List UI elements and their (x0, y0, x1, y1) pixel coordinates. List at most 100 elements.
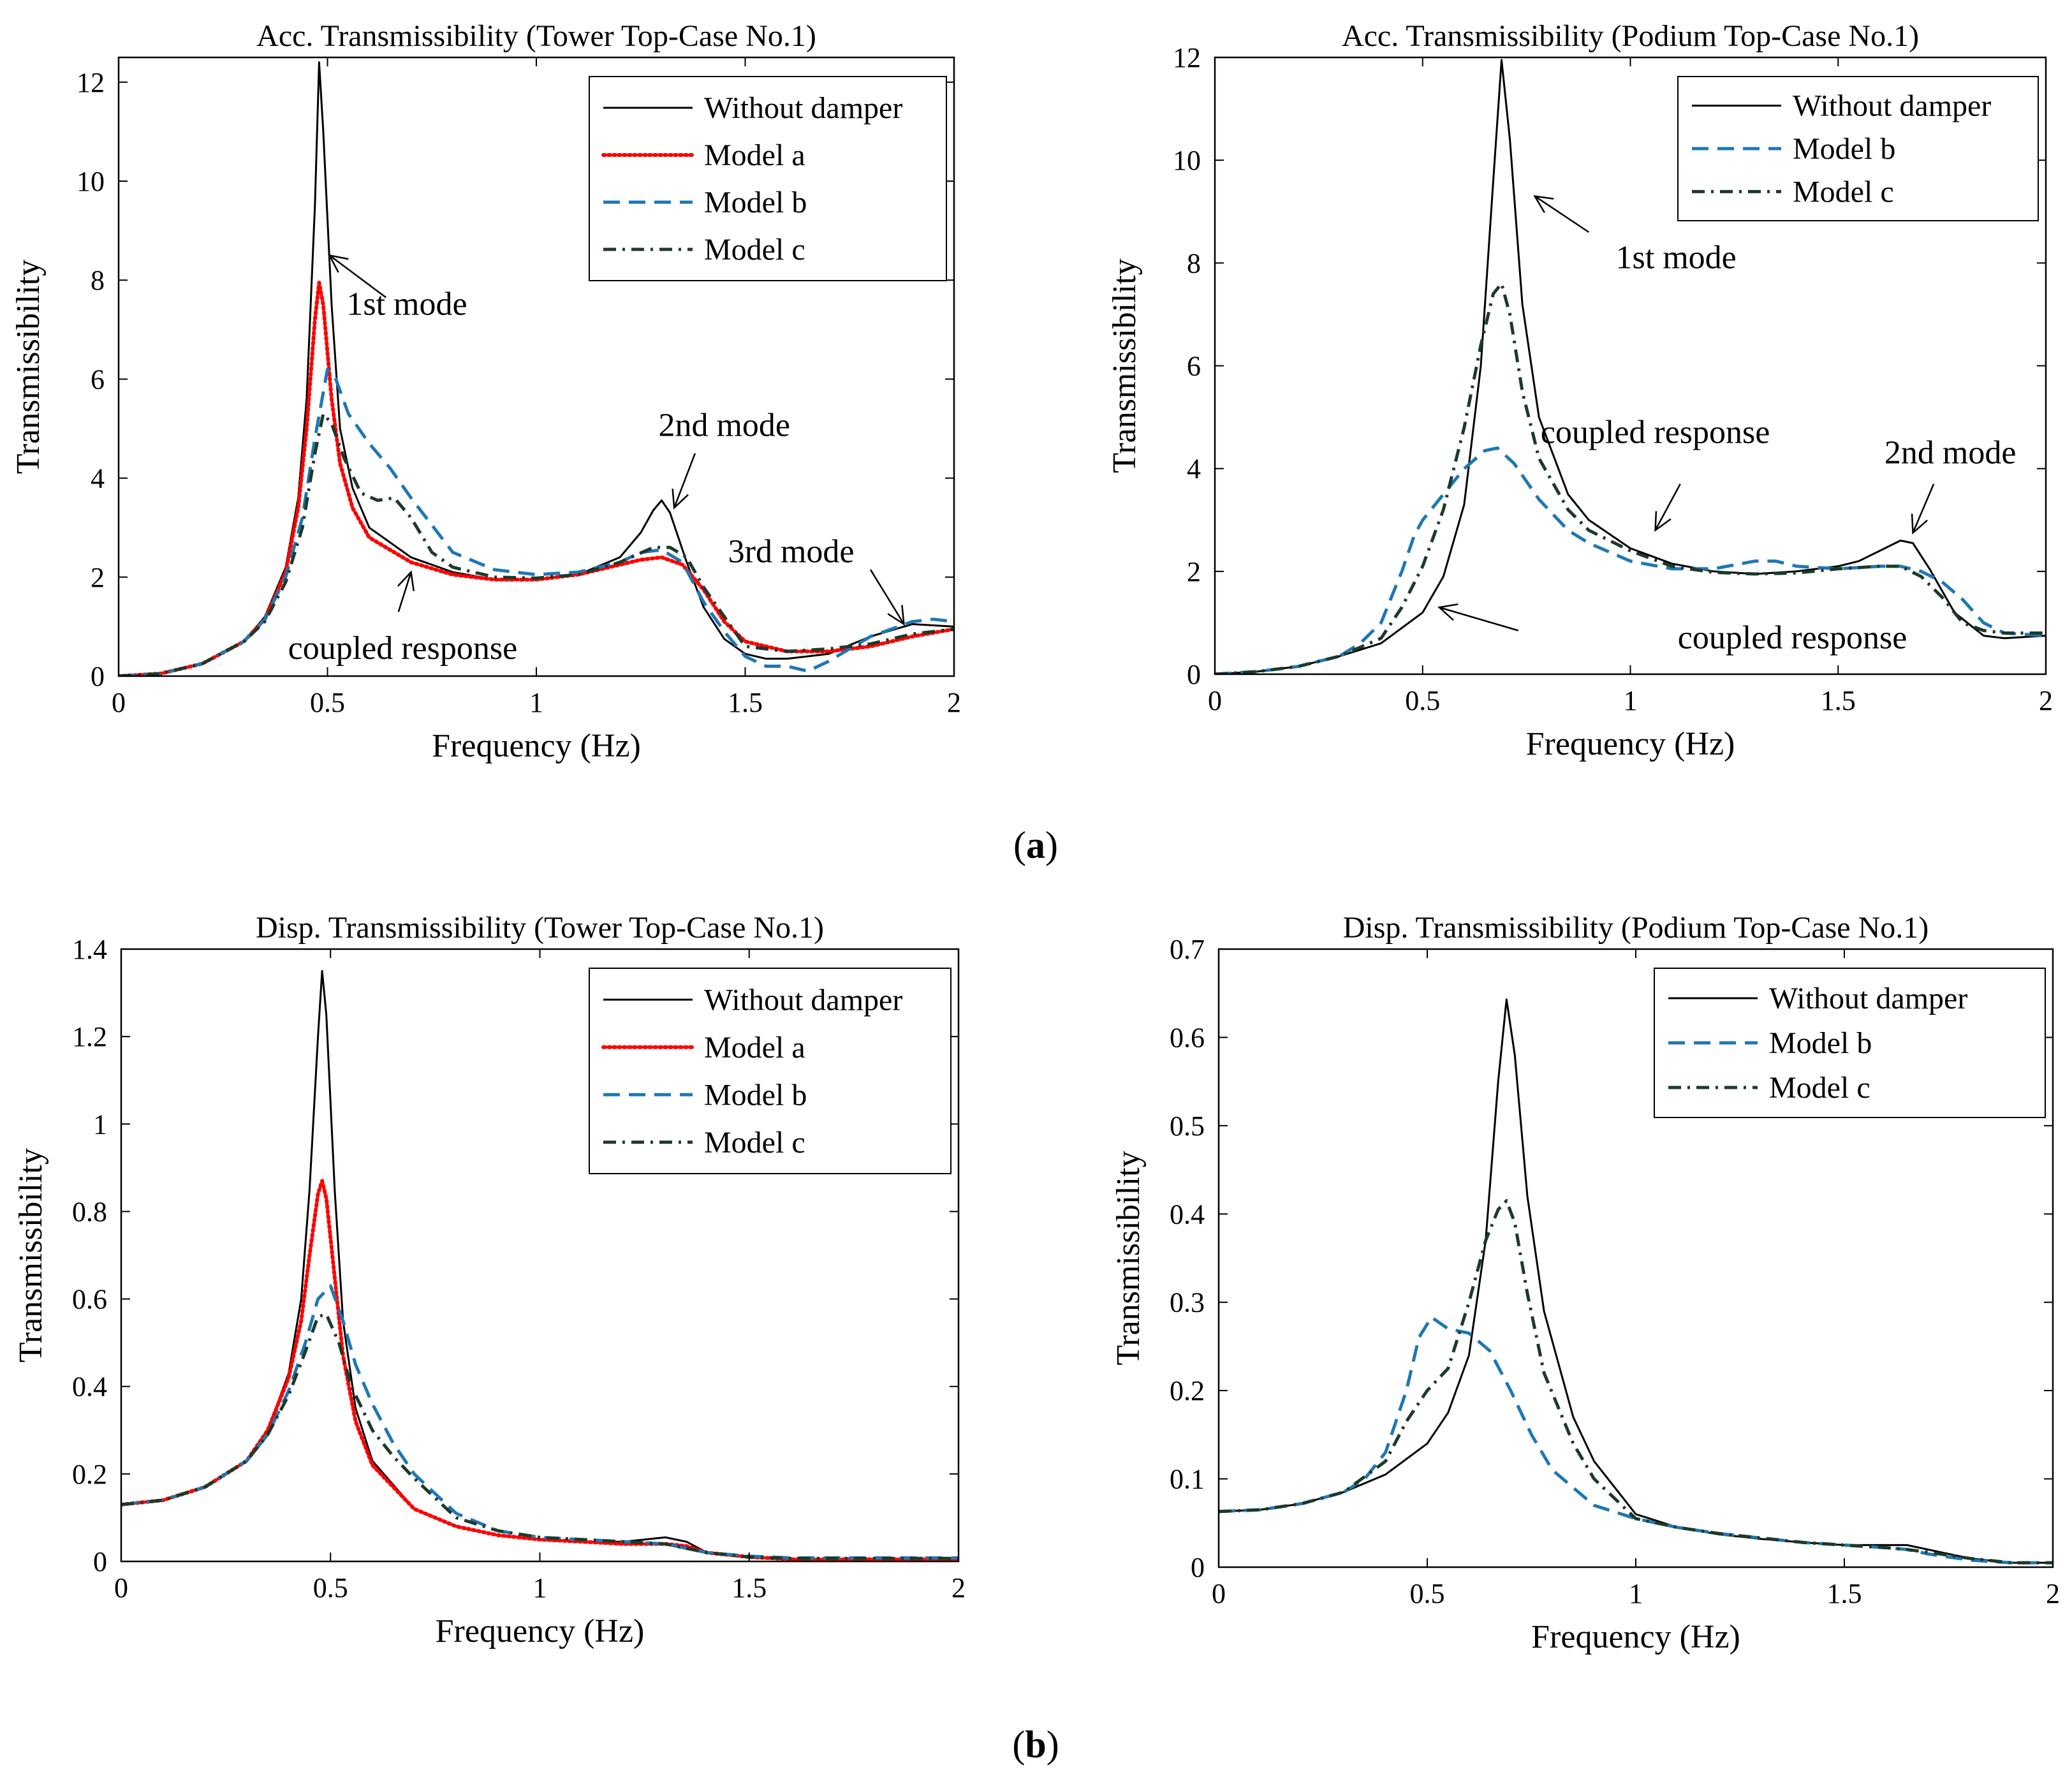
legend-label-model-c: Model c (1769, 1071, 1870, 1105)
legend-label-model-b: Model b (1793, 132, 1895, 166)
x-tick-label: 1.5 (728, 687, 763, 718)
y-tick-label: 1.4 (72, 934, 107, 965)
series-group (121, 970, 959, 1561)
x-tick-label: 1 (529, 687, 543, 718)
legend-label-model-b: Model b (1769, 1026, 1872, 1060)
chart-disp_podium: Disp. Transmissibility (Podium Top-Case … (1110, 911, 2060, 1655)
annotation-arrow-shaft (1534, 195, 1590, 233)
y-tick-label: 12 (77, 67, 105, 98)
panel-label-a: (a) (1013, 824, 1058, 866)
annotation-3rd-mode: 3rd mode (728, 534, 855, 570)
panel-label-a-letter: a (1026, 824, 1045, 866)
legend-label-model-c: Model c (1793, 175, 1894, 209)
x-axis-label: Frequency (Hz) (1531, 1619, 1740, 1655)
y-tick-label: 0.5 (1170, 1110, 1205, 1142)
x-tick-label: 1 (533, 1572, 547, 1604)
legend: Without damper Model b Model c (1654, 968, 2046, 1118)
series-line-model-a (119, 281, 954, 676)
series-group (1219, 998, 2053, 1565)
chart-acc_tower: Acc. Transmissibility (Tower Top-Case No… (10, 19, 961, 764)
annotation-2nd-mode: 2nd mode (1885, 435, 2017, 471)
legend-label-model-c: Model c (704, 233, 805, 267)
y-tick-label: 1 (93, 1109, 107, 1140)
y-axis-label: Transmissibility (1110, 1151, 1147, 1365)
y-tick-label: 0.6 (1170, 1022, 1205, 1053)
y-tick-label: 4 (91, 463, 105, 494)
legend-label-model-c: Model c (704, 1126, 805, 1160)
annotation-2nd-mode: 2nd mode (658, 408, 790, 444)
annotation-arrow-shaft (869, 569, 905, 625)
y-tick-label: 0.6 (72, 1284, 107, 1315)
annotation-arrow-shaft (673, 453, 696, 508)
legend-label-model-a: Model a (704, 138, 805, 172)
y-tick-label: 0 (1191, 1552, 1205, 1583)
annotation-arrow-head (887, 605, 905, 626)
annotation-arrow-shaft (1654, 483, 1681, 531)
x-tick-label: 0 (1208, 685, 1222, 716)
series-group (1215, 59, 2046, 674)
chart-acc_podium: Acc. Transmissibility (Podium Top-Case N… (1106, 19, 2053, 762)
y-tick-label: 10 (1173, 145, 1201, 176)
series-line-model-c (121, 1313, 959, 1560)
y-tick-label: 1.2 (72, 1021, 107, 1052)
legend-label-model-b: Model b (704, 186, 807, 219)
annotation-1st-mode: 1st mode (1616, 239, 1737, 276)
y-tick-label: 6 (91, 364, 105, 395)
y-tick-label: 0 (93, 1546, 107, 1577)
y-tick-label: 0 (91, 661, 105, 692)
series-line-without-damper (1219, 998, 2053, 1564)
annotation-arrow-head (397, 570, 415, 591)
series-line-model-b (1215, 446, 2046, 674)
series-line-model-c (119, 412, 954, 676)
legend-label-without-damper: Without damper (1769, 982, 1967, 1015)
annotation-coupled-response: coupled response (1678, 620, 1907, 656)
legend-box (589, 76, 947, 281)
series-line-model-c (1215, 282, 2046, 674)
legend: Without damper Model a Model b Model c (589, 76, 947, 281)
x-tick-label: 1.5 (731, 1572, 767, 1604)
annotation-arrow-head (1533, 195, 1554, 214)
y-axis-label: Transmissibility (10, 260, 47, 474)
series-line-model-b (119, 367, 954, 676)
x-tick-label: 0 (1212, 1578, 1226, 1609)
legend-label-without-damper: Without damper (704, 91, 902, 125)
annotation-arrow-head (672, 489, 689, 510)
panel-label-b-letter: b (1025, 1723, 1046, 1766)
x-tick-label: 1.5 (1821, 685, 1856, 716)
x-tick-label: 0.5 (1405, 685, 1440, 716)
x-tick-label: 1 (1624, 685, 1638, 716)
y-tick-label: 4 (1187, 453, 1201, 485)
x-tick-label: 0.5 (1410, 1578, 1445, 1609)
y-tick-label: 12 (1173, 42, 1201, 73)
x-tick-label: 2 (2046, 1578, 2060, 1609)
y-tick-label: 0 (1187, 659, 1201, 690)
y-tick-label: 6 (1187, 351, 1201, 382)
annotation-arrow-shaft (329, 254, 386, 299)
panel-label-b: (b) (1012, 1723, 1059, 1766)
legend-box (1677, 76, 2039, 221)
x-tick-label: 2 (2039, 685, 2053, 716)
legend-label-model-a: Model a (704, 1031, 805, 1065)
chart-title: Disp. Transmissibility (Podium Top-Case … (1343, 911, 1929, 945)
y-axis-label: Transmissibility (1106, 258, 1143, 473)
annotation-coupled-response: coupled response (288, 630, 518, 667)
x-tick-label: 2 (947, 687, 961, 718)
y-tick-label: 10 (77, 166, 105, 197)
annotation-arrow-head (1911, 513, 1928, 535)
annotation-1st-mode: 1st mode (346, 286, 467, 323)
annotation-arrow-shaft (1912, 483, 1935, 533)
x-tick-label: 0 (112, 687, 126, 718)
x-axis-label: Frequency (Hz) (1526, 726, 1735, 762)
x-axis-label: Frequency (Hz) (432, 728, 641, 764)
legend-label-without-damper: Without damper (1793, 89, 1991, 123)
series-line-model-c (1219, 1199, 2053, 1565)
chart-disp_tower: Disp. Transmissibility (Tower Top-Case N… (13, 911, 966, 1649)
chart-title: Disp. Transmissibility (Tower Top-Case N… (256, 911, 824, 945)
x-tick-label: 0.5 (310, 687, 345, 718)
y-tick-label: 8 (91, 265, 105, 296)
legend-box (589, 968, 952, 1174)
y-tick-label: 0.4 (1170, 1198, 1205, 1230)
y-tick-label: 0.4 (72, 1371, 107, 1403)
series-line-model-b (1219, 1315, 2053, 1565)
annotation-arrow-shaft (397, 571, 412, 612)
